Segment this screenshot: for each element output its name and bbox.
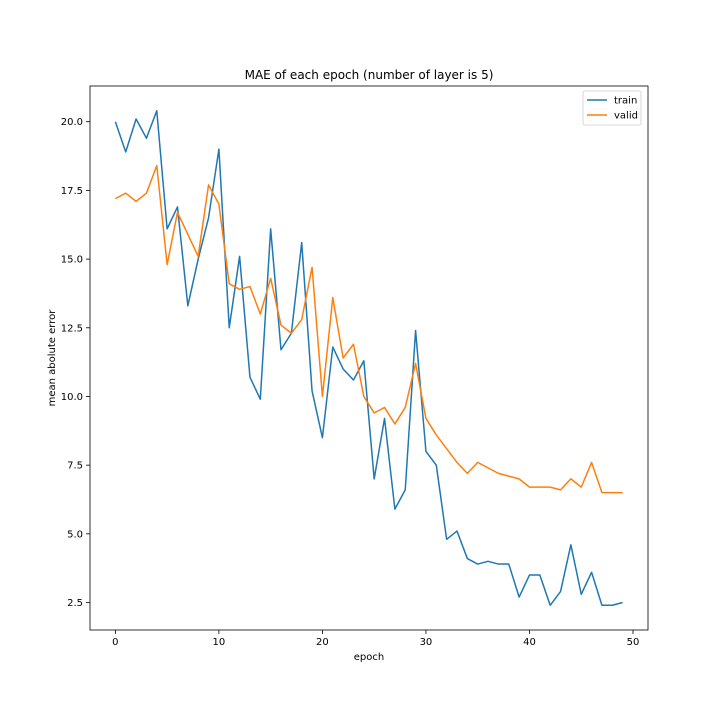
y-tick-label: 17.5 bbox=[61, 186, 83, 197]
legend-label-valid: valid bbox=[614, 111, 638, 122]
plot-frame bbox=[89, 85, 649, 631]
x-tick-label: 20 bbox=[316, 637, 329, 648]
x-tick-label: 30 bbox=[420, 637, 433, 648]
x-axis-label: epoch bbox=[354, 652, 384, 663]
x-tick-label: 10 bbox=[213, 637, 226, 648]
y-tick-label: 20.0 bbox=[61, 117, 83, 128]
y-tick-label: 2.5 bbox=[67, 598, 83, 609]
y-tick-label: 5.0 bbox=[67, 529, 83, 540]
plot-layer: 0 10 20 30 40 50 2.5 5.0 7.5 10.0 12.5 15.0 17.5 20.0 bbox=[61, 85, 649, 648]
y-tick-label: 7.5 bbox=[67, 461, 83, 472]
series-line-valid bbox=[115, 164, 623, 494]
x-tick-label: 50 bbox=[627, 637, 640, 648]
y-tick-label: 12.5 bbox=[61, 323, 83, 334]
series-line-train bbox=[114, 109, 623, 607]
y-axis-label: mean abolute error bbox=[47, 309, 58, 407]
y-tick-label: 15.0 bbox=[61, 255, 83, 266]
chart-title: MAE of each epoch (number of layer is 5) bbox=[245, 68, 494, 82]
x-tick-label: 0 bbox=[112, 637, 118, 648]
legend-label-train: train bbox=[614, 96, 637, 107]
legend: train valid bbox=[582, 90, 642, 126]
x-tick-label: 40 bbox=[523, 637, 536, 648]
y-tick-label: 10.0 bbox=[61, 392, 83, 403]
